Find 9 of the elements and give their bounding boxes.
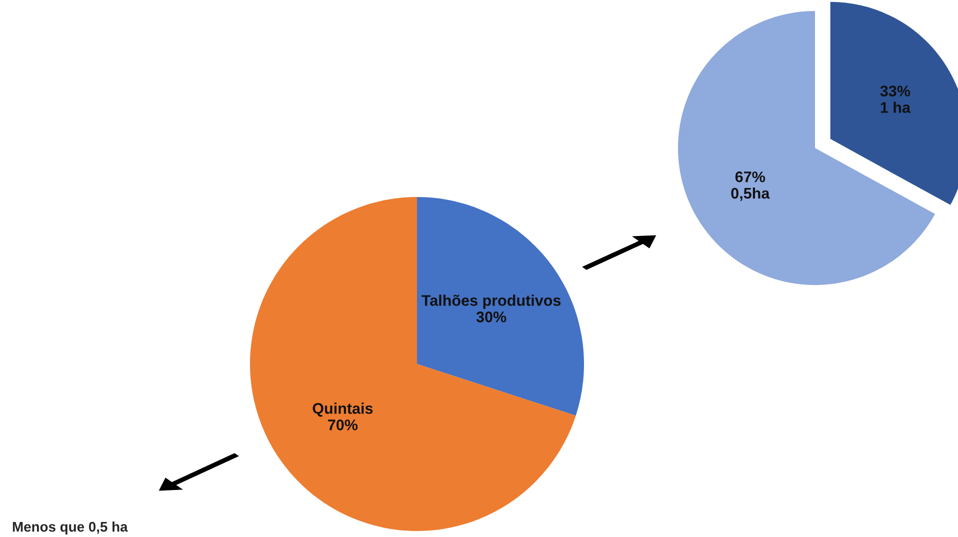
slice-label: Talhões produtivos xyxy=(422,294,561,309)
pie-slice xyxy=(250,197,576,531)
slice-label: Quintais xyxy=(312,402,373,417)
data-label: 70% xyxy=(328,420,358,430)
data-label: 33% 1 ha xyxy=(880,86,911,113)
text: Menos que 0,5 ha xyxy=(12,522,128,534)
pie-slice xyxy=(417,197,584,416)
data-label: 30% xyxy=(476,312,506,322)
data-label: 67% 0,5ha xyxy=(731,171,770,201)
